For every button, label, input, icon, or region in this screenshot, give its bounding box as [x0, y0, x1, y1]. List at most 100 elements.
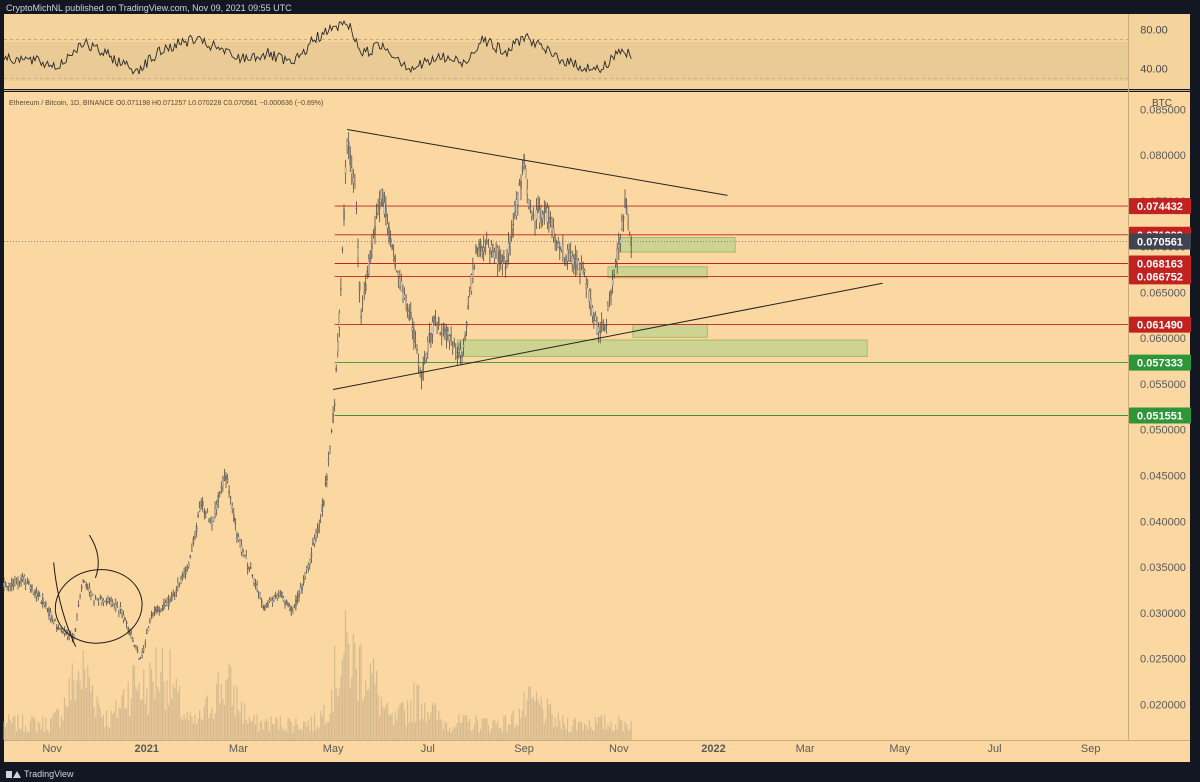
- volume-bar: [219, 703, 221, 740]
- price-badge: [1129, 233, 1191, 250]
- price-badge: [1129, 354, 1191, 371]
- volume-bar: [340, 676, 342, 740]
- candle-body: [534, 224, 536, 227]
- candle-body: [192, 538, 195, 544]
- candle-body: [321, 504, 324, 513]
- candle-body: [129, 632, 131, 635]
- candle-body: [219, 491, 221, 493]
- volume-bar: [588, 720, 590, 740]
- volume-bar: [424, 702, 426, 740]
- volume-bar: [169, 649, 171, 740]
- candle-body: [124, 618, 126, 620]
- candle-body: [302, 577, 305, 584]
- candle-body: [439, 332, 441, 335]
- candle-body: [152, 612, 154, 615]
- candle-body: [431, 321, 434, 335]
- candle-body: [141, 652, 143, 656]
- candle-body: [87, 587, 89, 589]
- volume-bar: [208, 718, 210, 740]
- volume-bar: [514, 727, 516, 740]
- volume-bar: [254, 724, 257, 740]
- candle-body: [605, 324, 608, 327]
- candle-body: [470, 274, 473, 292]
- candle-body: [20, 578, 22, 582]
- candle-body: [53, 620, 55, 624]
- volume-bar: [400, 702, 402, 740]
- candle-body: [624, 198, 626, 208]
- candle-body: [29, 586, 32, 590]
- volume-bar: [312, 730, 314, 740]
- volume-bar: [560, 729, 562, 740]
- annotation-circle[interactable]: [51, 564, 147, 649]
- volume-bar: [435, 703, 437, 740]
- demand-zone[interactable]: [618, 237, 736, 253]
- candle-body: [285, 600, 288, 605]
- candle-body: [143, 648, 145, 651]
- candle-body: [380, 189, 383, 200]
- volume-bar: [408, 722, 410, 740]
- volume-bar: [480, 729, 482, 740]
- demand-zone[interactable]: [632, 324, 708, 338]
- candle-body: [464, 335, 466, 340]
- volume-bar: [469, 718, 471, 740]
- volume-bar: [422, 718, 424, 740]
- trendline[interactable]: [333, 282, 883, 390]
- candle-body: [264, 607, 266, 610]
- candle-body: [579, 273, 581, 277]
- candle-body: [593, 313, 595, 321]
- price-badge: [1129, 316, 1191, 333]
- volume-bar: [568, 732, 570, 740]
- volume-bar: [459, 722, 461, 740]
- demand-zone[interactable]: [607, 266, 708, 279]
- volume-bar: [244, 703, 246, 740]
- trendline[interactable]: [347, 129, 728, 196]
- candle-body: [298, 593, 300, 598]
- candle-body: [363, 292, 365, 294]
- candle-body: [56, 627, 58, 629]
- candle-body: [279, 592, 282, 594]
- volume-bar: [217, 672, 219, 740]
- candle-body: [405, 300, 407, 305]
- candle-body: [394, 256, 396, 267]
- volume-bar: [366, 690, 368, 740]
- candle-body: [113, 603, 115, 605]
- volume-bar: [354, 643, 356, 740]
- candle-body: [157, 607, 159, 611]
- candle-body: [116, 604, 119, 606]
- candle-body: [105, 600, 108, 604]
- candle-body: [495, 247, 497, 249]
- time-tick-label: 2021: [135, 743, 159, 755]
- volume-bar: [301, 729, 303, 740]
- candle-body: [169, 598, 171, 600]
- candle-body: [444, 329, 446, 333]
- candle-body: [341, 248, 344, 250]
- candle-body: [273, 596, 275, 602]
- volume-bar: [416, 685, 418, 740]
- candle-body: [289, 605, 291, 610]
- candle-body: [408, 314, 410, 320]
- volume-bar: [326, 721, 328, 740]
- candle-body: [607, 305, 609, 310]
- candle-body: [284, 601, 286, 605]
- candle-body: [290, 607, 292, 613]
- candle-body: [200, 501, 202, 508]
- candle-body: [222, 480, 224, 487]
- volume-bar: [233, 685, 235, 740]
- volume-bar: [174, 688, 176, 740]
- volume-bar: [591, 730, 593, 740]
- candle-layer: [3, 132, 632, 661]
- volume-bar: [261, 720, 263, 740]
- volume-bar: [268, 731, 271, 740]
- volume-bar: [369, 663, 371, 740]
- candle-body: [197, 514, 199, 518]
- volume-bar: [181, 720, 184, 740]
- candle-body: [526, 188, 528, 194]
- candle-body: [43, 602, 46, 606]
- candle-body: [360, 316, 362, 318]
- volume-bar: [610, 721, 612, 740]
- volume-bar: [71, 663, 73, 740]
- volume-bar: [567, 718, 569, 740]
- volume-bar: [494, 719, 496, 740]
- candle-body: [365, 283, 367, 291]
